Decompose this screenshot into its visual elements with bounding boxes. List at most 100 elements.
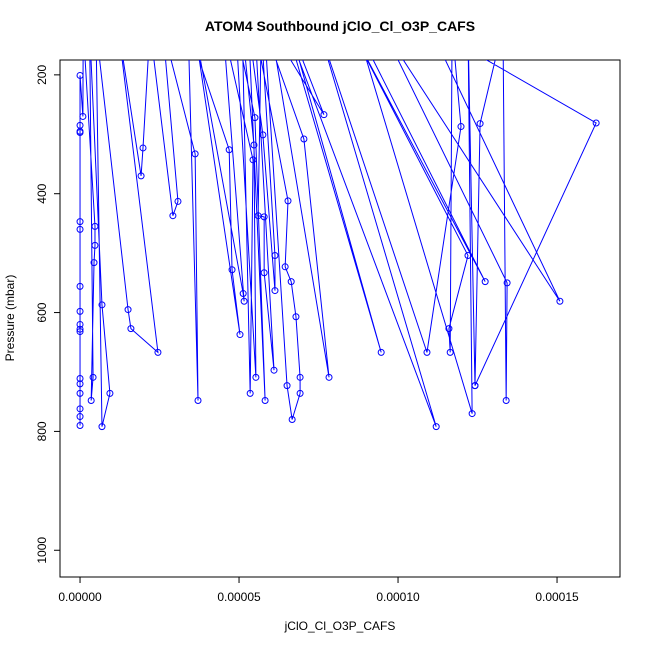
data-point bbox=[76, 307, 84, 315]
data-point bbox=[91, 241, 99, 249]
data-point bbox=[76, 325, 84, 333]
data-point bbox=[87, 24, 93, 30]
data-point bbox=[270, 366, 278, 374]
data-point bbox=[432, 423, 440, 431]
data-point bbox=[137, 172, 145, 180]
data-point bbox=[481, 278, 489, 286]
data-point bbox=[154, 348, 162, 356]
data-point bbox=[139, 144, 147, 152]
data-point bbox=[261, 397, 269, 405]
data-point bbox=[288, 416, 296, 424]
data-point bbox=[320, 111, 328, 119]
data-point bbox=[252, 373, 260, 381]
data-point bbox=[446, 348, 454, 356]
data-point bbox=[169, 212, 177, 220]
data-point bbox=[76, 225, 84, 233]
data-point bbox=[80, 24, 86, 30]
data-point bbox=[260, 269, 268, 277]
data-point bbox=[287, 278, 295, 286]
data-point bbox=[239, 290, 247, 298]
data-point bbox=[296, 373, 304, 381]
data-point bbox=[115, 24, 121, 30]
plot-frame bbox=[59, 59, 621, 578]
data-point bbox=[76, 421, 84, 429]
data-point bbox=[106, 389, 114, 397]
data-point bbox=[174, 197, 182, 205]
data-point bbox=[98, 423, 106, 431]
data-point bbox=[300, 135, 308, 143]
data-point bbox=[76, 121, 84, 129]
data-point bbox=[281, 263, 289, 271]
data-point bbox=[160, 24, 166, 30]
data-point bbox=[228, 266, 236, 274]
y-tick-label: 400 bbox=[35, 183, 49, 203]
data-point bbox=[194, 397, 202, 405]
y-tick-label: 200 bbox=[35, 65, 49, 85]
data-point bbox=[249, 156, 257, 164]
x-tick-label: 0.00000 bbox=[58, 590, 102, 604]
x-tick-label: 0.00015 bbox=[535, 590, 579, 604]
data-point bbox=[423, 348, 431, 356]
data-point bbox=[191, 150, 199, 158]
data-point bbox=[457, 123, 465, 131]
series-line bbox=[79, 60, 597, 427]
data-point bbox=[76, 328, 84, 336]
data-point bbox=[76, 413, 84, 421]
data-point bbox=[90, 259, 98, 267]
data-point bbox=[76, 218, 84, 226]
data-point bbox=[76, 405, 84, 413]
data-point bbox=[89, 373, 97, 381]
y-axis-label: Pressure (mbar) bbox=[3, 275, 17, 362]
data-point bbox=[556, 297, 564, 305]
data-point bbox=[292, 313, 300, 321]
y-tick-label: 800 bbox=[35, 421, 49, 441]
data-point bbox=[271, 287, 279, 295]
data-point bbox=[76, 380, 84, 388]
plot-area bbox=[76, 24, 600, 431]
y-tick-label: 600 bbox=[35, 302, 49, 322]
data-point bbox=[127, 325, 135, 333]
data-point bbox=[76, 71, 84, 79]
data-point bbox=[192, 24, 198, 30]
data-point bbox=[468, 410, 476, 418]
data-point bbox=[471, 382, 479, 390]
data-point bbox=[76, 375, 84, 383]
data-point bbox=[76, 320, 84, 328]
data-point bbox=[246, 389, 254, 397]
data-point bbox=[236, 331, 244, 339]
data-point bbox=[147, 24, 153, 30]
data-point bbox=[251, 114, 259, 122]
y-tick-label: 1000 bbox=[35, 537, 49, 564]
data-point bbox=[260, 213, 268, 221]
data-point bbox=[98, 301, 106, 309]
data-point bbox=[284, 197, 292, 205]
data-point bbox=[185, 24, 191, 30]
data-point bbox=[502, 397, 510, 405]
x-tick-label: 0.00005 bbox=[217, 590, 261, 604]
data-point bbox=[500, 24, 506, 30]
data-point bbox=[296, 389, 304, 397]
data-point bbox=[76, 282, 84, 290]
data-point bbox=[377, 348, 385, 356]
data-point bbox=[464, 252, 472, 260]
chart-title: ATOM4 Southbound jClO_Cl_O3P_CAFS bbox=[205, 18, 475, 34]
data-point bbox=[93, 24, 99, 30]
data-point bbox=[476, 120, 484, 128]
data-point bbox=[592, 119, 600, 127]
data-point bbox=[325, 373, 333, 381]
data-point bbox=[259, 131, 267, 139]
data-point bbox=[76, 389, 84, 397]
data-point bbox=[283, 382, 291, 390]
data-point bbox=[503, 279, 511, 287]
x-axis-label: jClO_Cl_O3P_CAFS bbox=[284, 619, 396, 633]
data-point bbox=[240, 297, 248, 305]
data-point bbox=[225, 146, 233, 154]
data-point bbox=[445, 325, 453, 333]
data-point bbox=[124, 306, 132, 314]
data-point bbox=[271, 252, 279, 260]
data-point bbox=[91, 222, 99, 230]
data-point bbox=[79, 112, 87, 120]
data-point bbox=[250, 141, 258, 149]
